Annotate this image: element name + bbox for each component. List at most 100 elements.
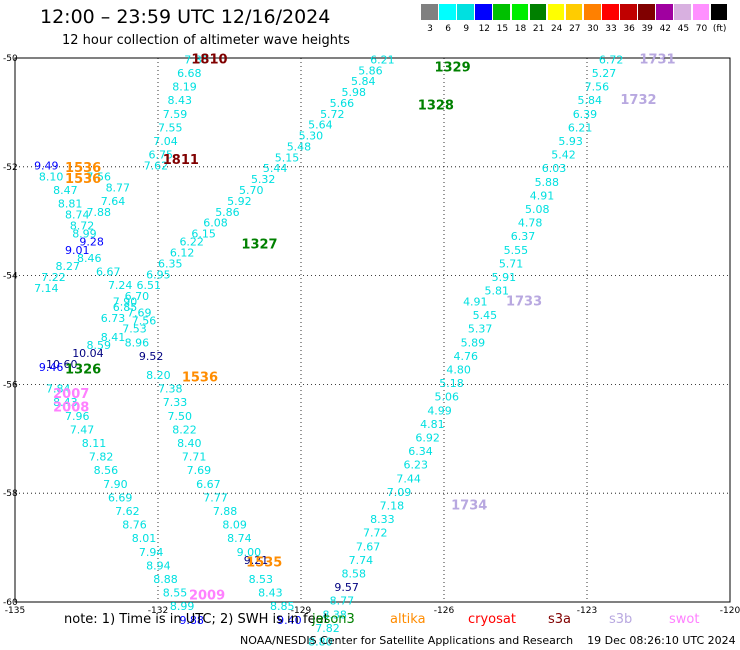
wave-height-point: 8.77 xyxy=(106,181,131,194)
plot-border xyxy=(14,57,731,603)
wave-height-point: 5.93 xyxy=(558,135,583,148)
wave-height-point: 8.41 xyxy=(101,331,126,344)
wave-height-point: 5.89 xyxy=(461,336,486,349)
wave-height-point: 6.67 xyxy=(196,478,221,491)
wave-height-point: 7.90 xyxy=(113,296,138,309)
wave-height-point: 8.09 xyxy=(222,519,247,532)
color-scale-label: 33 xyxy=(605,24,617,34)
wave-height-point: 7.56 xyxy=(585,81,610,94)
y-tick-label: -60 xyxy=(3,598,18,608)
wave-height-point: 7.62 xyxy=(115,505,140,518)
wave-height-point: 10.60 xyxy=(46,358,78,371)
wave-height-point: 9.01 xyxy=(65,244,90,257)
color-swatch xyxy=(439,4,456,20)
wave-height-point: 5.15 xyxy=(275,151,300,164)
wave-height-point: 7.59 xyxy=(163,108,188,121)
pass-time-label: 1536 xyxy=(65,161,101,176)
wave-height-point: 6.68 xyxy=(177,67,202,80)
wave-height-point: 5.27 xyxy=(592,67,617,80)
wave-height-point: 7.82 xyxy=(89,451,114,464)
credit-text: NOAA/NESDIS Center for Satellite Applica… xyxy=(240,634,574,647)
color-swatch xyxy=(493,4,511,20)
wave-height-point: 5.72 xyxy=(320,108,345,121)
color-swatch xyxy=(692,4,710,20)
wave-height-point: 5.70 xyxy=(239,184,263,197)
x-tick-label: -123 xyxy=(577,606,597,616)
x-tick-label: -135 xyxy=(5,606,25,616)
satellite-legend-item: s3a xyxy=(548,612,572,627)
wave-height-point: 5.55 xyxy=(504,244,529,257)
pass-time-label: 1732 xyxy=(620,93,656,108)
wave-height-point: 4.91 xyxy=(463,296,488,309)
wave-height-point: 6.51 xyxy=(137,279,162,292)
wave-height-point: 8.46 xyxy=(77,252,102,265)
wave-height-point: 7.90 xyxy=(103,478,128,491)
wave-height-point: 8.80 xyxy=(308,636,333,649)
wave-height-point: 7.56 xyxy=(87,170,112,183)
wave-height-point: 4.91 xyxy=(530,189,555,202)
color-swatch xyxy=(457,4,474,20)
color-swatch xyxy=(547,4,565,20)
satellite-legend-item: swot xyxy=(669,612,700,627)
wave-height-point: 9.88 xyxy=(179,614,204,627)
wave-height-point: 7.04 xyxy=(153,135,178,148)
wave-height-point: 6.12 xyxy=(170,247,195,260)
y-tick-label: -54 xyxy=(3,272,18,282)
wave-height-point: 8.74 xyxy=(65,208,90,221)
wave-height-point: 7.77 xyxy=(203,491,228,504)
wave-height-point: 4.78 xyxy=(518,217,543,230)
color-swatch xyxy=(710,4,728,20)
wave-height-point: 7.96 xyxy=(65,410,90,423)
y-tick-label: -58 xyxy=(3,489,18,499)
color-scale-label: 18 xyxy=(514,24,527,34)
pass-time-label: 1327 xyxy=(241,237,277,252)
satellite-legend-item: jason3 xyxy=(312,612,355,627)
wave-height-point: 6.21 xyxy=(568,121,593,134)
wave-height-point: 5.08 xyxy=(525,203,550,216)
wave-height-point: 5.81 xyxy=(485,285,510,298)
wave-height-point: 5.64 xyxy=(308,119,333,132)
wave-height-point: 7.82 xyxy=(315,622,340,635)
wave-height-point: 7.24 xyxy=(108,279,133,292)
color-swatch xyxy=(638,4,655,20)
wave-height-point: 9.21 xyxy=(244,554,268,567)
color-scale-label: 45 xyxy=(677,24,690,34)
y-axis-ticks: -50 -52 -54 -56 -58 -60 xyxy=(3,54,18,608)
wave-height-point: 5.48 xyxy=(287,140,312,153)
wave-height-point: 6.92 xyxy=(415,432,440,445)
satellite-legend-item: s3b xyxy=(609,612,633,627)
color-scale-label: 15 xyxy=(496,24,509,34)
wave-height-point: 5.66 xyxy=(330,97,355,110)
wave-height-point: 7.33 xyxy=(163,396,188,409)
wave-height-point: 7.83 xyxy=(184,53,209,66)
wave-height-point: 6.73 xyxy=(101,312,126,325)
wave-height-point: 8.77 xyxy=(330,595,355,608)
wave-height-point: 7.88 xyxy=(87,206,112,219)
color-scale-label: 9 xyxy=(463,24,470,34)
x-tick-label: -126 xyxy=(434,606,455,616)
wave-height-point: 6.21 xyxy=(370,53,395,66)
wave-height-point: 9.28 xyxy=(79,236,104,249)
footer-credit: NOAA/NESDIS Center for Satellite Applica… xyxy=(240,634,736,647)
wave-height-point: 4.80 xyxy=(446,364,471,377)
wave-height-point: 8.56 xyxy=(94,464,119,477)
wave-height-point: 9.00 xyxy=(237,546,262,559)
wave-height-point: 8.99 xyxy=(170,600,195,613)
pass-time-label: 1811 xyxy=(163,153,199,168)
wave-height-point: 7.94 xyxy=(139,546,164,559)
color-swatch xyxy=(565,4,583,20)
pass-time-label: 1329 xyxy=(434,61,470,76)
chart-title: 12:00 – 23:59 UTC 12/16/2024 xyxy=(40,6,331,28)
wave-height-point: 6.67 xyxy=(96,266,121,279)
wave-height-point: 6.23 xyxy=(403,459,428,472)
color-scale-label: 6 xyxy=(445,24,451,34)
wave-height-point: 8.11 xyxy=(82,437,107,450)
wave-height-point: 5.42 xyxy=(551,149,576,162)
wave-height-point: 7.62 xyxy=(144,160,169,173)
color-scale-label: 30 xyxy=(587,24,599,34)
color-swatch xyxy=(656,4,673,20)
chart-grid xyxy=(15,58,730,602)
color-scale-label: 12 xyxy=(478,24,491,34)
wave-height-point: 7.69 xyxy=(127,306,151,319)
color-scale-label: 3 xyxy=(427,24,433,34)
